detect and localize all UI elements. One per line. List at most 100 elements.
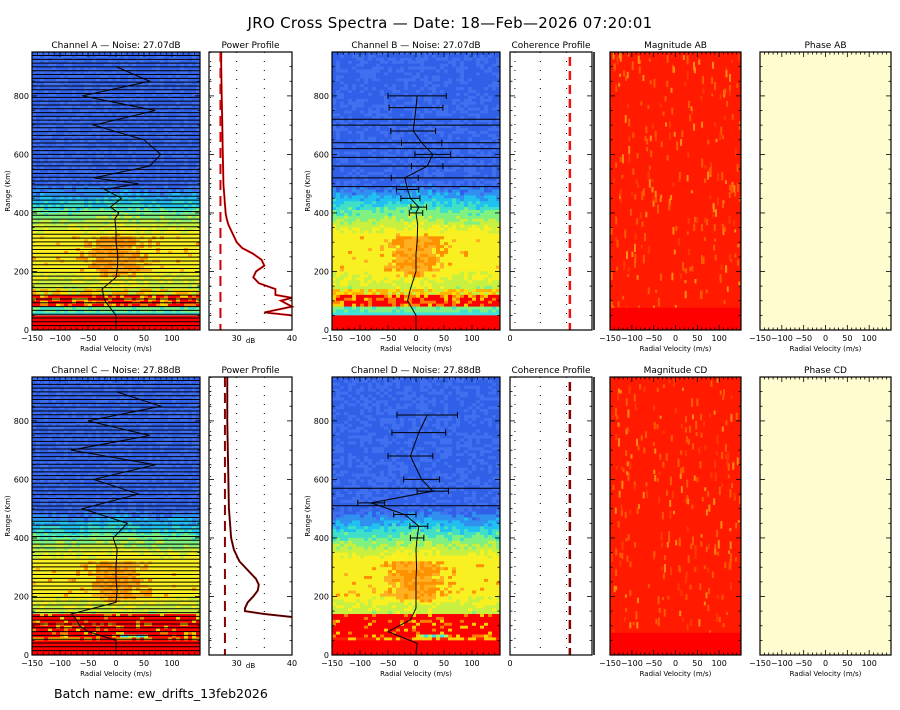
heatmap-cell — [68, 66, 73, 70]
heatmap-cell — [32, 92, 37, 97]
heatmap-cell — [176, 104, 181, 108]
heatmap-cell — [116, 280, 121, 284]
heatmap-cell — [44, 131, 49, 135]
heatmap-cell — [72, 218, 77, 223]
heatmap-cell — [464, 98, 469, 103]
heatmap-cell — [464, 60, 469, 65]
heatmap-cell — [56, 151, 61, 155]
heatmap-cell — [144, 177, 149, 182]
heatmap-cell — [36, 280, 41, 284]
heatmap-cell — [64, 125, 69, 129]
heatmap-cell — [80, 218, 85, 223]
heatmap-cell — [408, 69, 413, 73]
heatmap-cell — [492, 81, 497, 85]
heatmap-cell — [180, 139, 185, 144]
heatmap-cell — [352, 69, 357, 73]
heatmap-cell — [172, 101, 177, 106]
heatmap-cell — [424, 57, 429, 62]
heatmap-cell — [60, 169, 65, 173]
heatmap-cell — [100, 52, 105, 56]
heatmap-cell — [164, 142, 169, 147]
heatmap-cell — [104, 119, 109, 123]
heatmap-cell — [388, 98, 393, 103]
heatmap-cell — [104, 318, 109, 322]
heatmap-cell — [364, 90, 369, 94]
heatmap-cell — [196, 201, 201, 205]
heatmap-cell — [88, 212, 93, 217]
heatmap-cell — [332, 104, 337, 108]
heatmap-cell — [180, 169, 185, 173]
heatmap-cell — [116, 154, 121, 158]
heatmap-cell — [116, 142, 121, 147]
heatmap-cell — [348, 92, 353, 97]
heatmap-cell — [100, 177, 105, 182]
heatmap-cell — [428, 54, 433, 59]
heatmap-cell — [148, 189, 153, 193]
heatmap-cell — [172, 116, 177, 120]
heatmap-cell — [124, 318, 129, 322]
heatmap-cell — [140, 119, 145, 123]
heatmap-cell — [192, 78, 197, 82]
heatmap-cell — [404, 84, 409, 88]
heatmap-cell — [76, 116, 81, 120]
heatmap-cell — [156, 104, 161, 108]
heatmap-cell — [180, 63, 185, 68]
heatmap-cell — [60, 195, 65, 199]
heatmap-cell — [140, 189, 145, 193]
heatmap-cell — [388, 81, 393, 85]
heatmap-cell — [52, 180, 57, 185]
heatmap-cell — [176, 174, 181, 179]
heatmap-cell — [76, 189, 81, 193]
heatmap-cell — [52, 201, 57, 205]
heatmap-cell — [172, 212, 177, 217]
heatmap-cell — [68, 177, 73, 182]
heatmap-cell — [388, 72, 393, 76]
heatmap-cell — [336, 104, 341, 108]
heatmap-cell — [196, 189, 201, 193]
heatmap-cell — [176, 101, 181, 106]
heatmap-cell — [172, 98, 177, 103]
heatmap-cell — [400, 98, 405, 103]
heatmap-cell — [108, 163, 113, 167]
heatmap-cell — [128, 195, 133, 199]
heatmap-cell — [440, 60, 445, 65]
heatmap-cell — [104, 63, 109, 68]
heatmap-cell — [96, 318, 101, 322]
heatmap-cell — [48, 98, 53, 103]
heatmap-cell — [60, 189, 65, 193]
heatmap-cell — [472, 95, 477, 100]
heatmap-cell — [96, 177, 101, 182]
heatmap-cell — [180, 92, 185, 97]
heatmap-cell — [184, 81, 189, 85]
heatmap-cell — [152, 131, 157, 135]
heatmap-cell — [164, 101, 169, 106]
heatmap-cell — [60, 180, 65, 185]
heatmap-cell — [44, 154, 49, 158]
heatmap-cell — [156, 119, 161, 123]
heatmap-cell — [144, 166, 149, 170]
heatmap-cell — [92, 195, 97, 199]
heatmap-cell — [192, 60, 197, 65]
heatmap-cell — [148, 201, 153, 205]
heatmap-cell — [60, 215, 65, 220]
heatmap-cell — [68, 78, 73, 82]
heatmap-cell — [136, 142, 141, 147]
heatmap-cell — [484, 98, 489, 103]
heatmap-cell — [104, 104, 109, 108]
heatmap-cell — [84, 154, 89, 158]
heatmap-cell — [460, 101, 465, 106]
heatmap-cell — [436, 60, 441, 65]
heatmap-cell — [96, 212, 101, 217]
heatmap-cell — [64, 174, 69, 179]
heatmap-cell — [52, 131, 57, 135]
heatmap-cell — [104, 195, 109, 199]
heatmap-cell — [336, 84, 341, 88]
heatmap-cell — [56, 318, 61, 322]
heatmap-cell — [112, 212, 117, 217]
heatmap-cell — [160, 207, 165, 211]
heatmap-cell — [56, 174, 61, 179]
heatmap-cell — [132, 63, 137, 68]
heatmap-cell — [120, 90, 125, 94]
heatmap-cell — [140, 52, 145, 56]
heatmap-cell — [76, 125, 81, 129]
